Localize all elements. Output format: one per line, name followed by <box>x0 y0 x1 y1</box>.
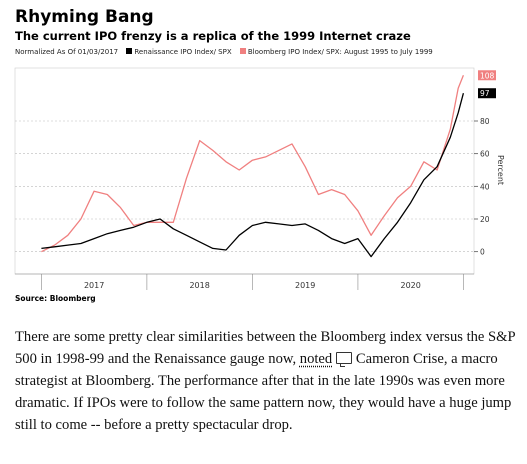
article-paragraph: There are some pretty clear similarities… <box>15 327 520 436</box>
series-line <box>41 75 465 253</box>
normalization-note: Normalized As Of 01/03/2017 <box>15 48 119 56</box>
x-tick-label: 2018 <box>189 281 209 290</box>
x-tick-label: 2020 <box>401 281 421 290</box>
chart-figure: 0 20 40 60 80 Percent 2017 2018 2019 2020 97 108 R… <box>14 7 505 303</box>
chart-subtitle: The current IPO frenzy is a replica of t… <box>15 29 411 43</box>
y-tick-label: 20 <box>480 215 490 224</box>
noted-link[interactable]: noted <box>299 350 333 367</box>
article-text-after: Cameron Crise, a macro strategist at Blo… <box>15 350 512 433</box>
legend-label-bloomberg: Bloomberg IPO Index/ SPX: August 1995 to… <box>247 48 433 56</box>
line-chart: 0 20 40 60 80 Percent 2017 2018 2019 2020 97 108 <box>14 67 505 290</box>
plot-frame <box>14 67 475 275</box>
legend-swatch-bloomberg <box>239 48 246 54</box>
chart-grid <box>14 67 475 275</box>
x-tick-label: 2019 <box>295 281 315 290</box>
chat-bubble-icon[interactable] <box>336 351 353 367</box>
series-line <box>41 93 465 258</box>
x-tick-label: 2017 <box>84 281 104 290</box>
chart-ticks: 0 20 40 60 80 Percent 2017 2018 2019 2020 <box>15 117 505 290</box>
end-value-label: 108 <box>478 70 496 81</box>
y-tick-label: 0 <box>480 248 485 257</box>
end-value-text: 97 <box>480 89 490 98</box>
chart-legend: Normalized As Of 01/03/2017 Renaissance … <box>15 48 433 56</box>
y-tick-label: 60 <box>480 150 490 159</box>
end-value-text: 108 <box>480 71 495 80</box>
y-tick-label: 80 <box>480 117 490 126</box>
end-value-label: 97 <box>478 88 496 99</box>
series-lines <box>41 75 465 258</box>
y-tick-label: 40 <box>480 182 490 191</box>
chart-source: Source: Bloomberg <box>15 294 96 303</box>
legend-swatch-renaissance <box>126 48 133 54</box>
y-axis-label: Percent <box>496 155 505 185</box>
chart-title: Rhyming Bang <box>15 7 154 27</box>
legend-label-renaissance: Renaissance IPO Index/ SPX <box>134 48 232 56</box>
article-text-before: There are some pretty clear similarities… <box>15 329 516 367</box>
end-labels: 97 108 <box>478 70 496 99</box>
